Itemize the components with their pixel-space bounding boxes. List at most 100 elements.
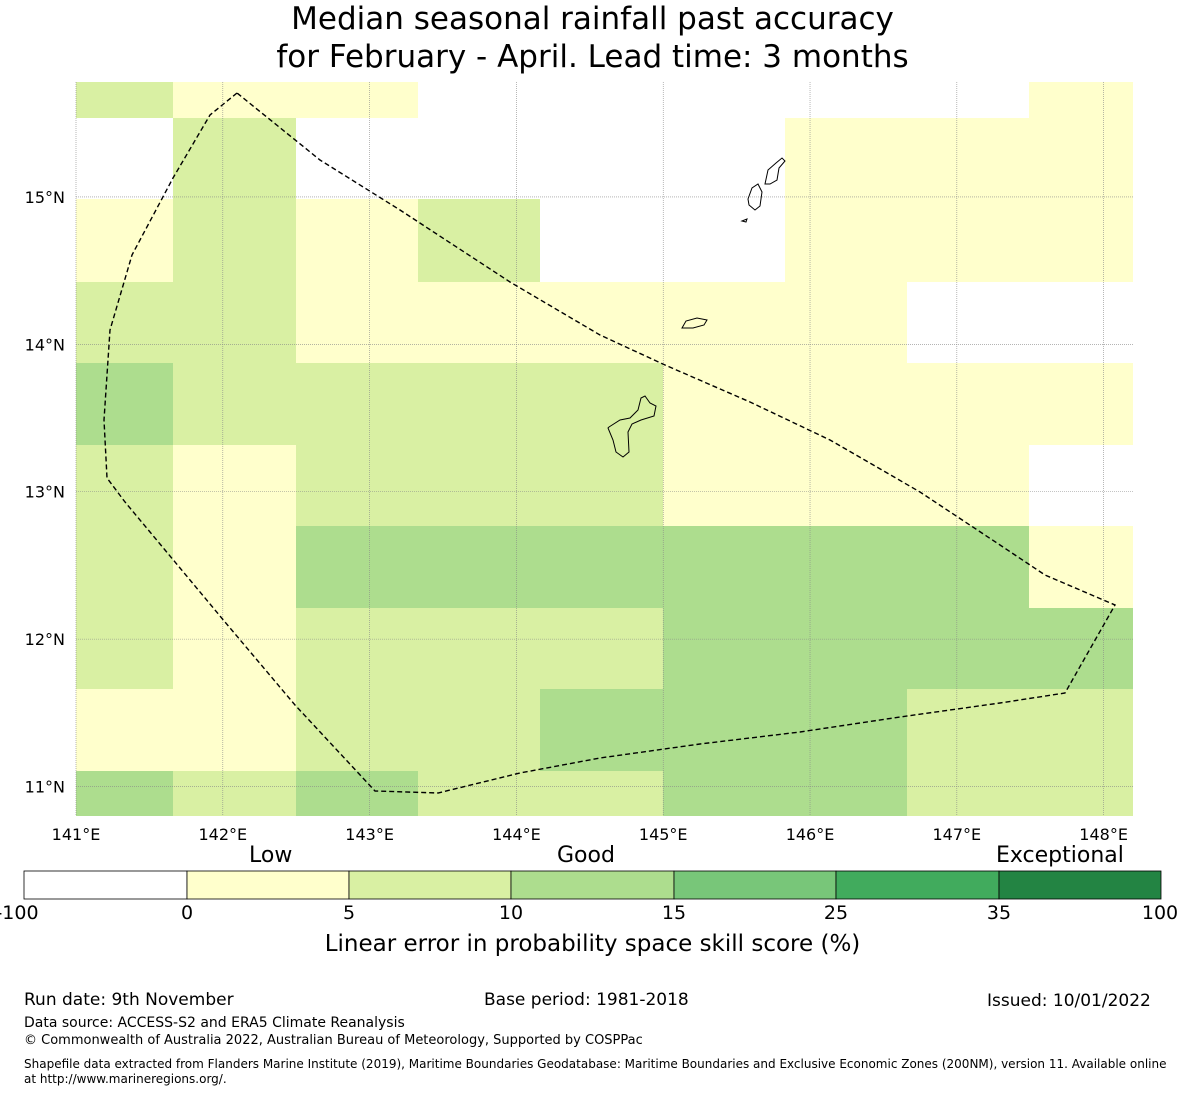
grid-cell (76, 689, 173, 771)
grid-cell (173, 608, 296, 689)
grid-cell (785, 82, 907, 118)
tinian-island-outline (747, 183, 763, 211)
grid-cell (663, 82, 785, 118)
grid-cell (173, 199, 296, 282)
grid-cell (540, 445, 663, 526)
colorbar-segment (998, 870, 1162, 900)
rota-island-outline (681, 317, 708, 329)
grid-cell (663, 282, 785, 363)
grid-cell (540, 82, 663, 118)
data-source: Data source: ACCESS-S2 and ERA5 Climate … (24, 1015, 405, 1031)
grid-cell (785, 118, 907, 199)
grid-cell (907, 526, 1029, 608)
grid-cell (785, 608, 907, 689)
colorbar-label: Linear error in probability space skill … (324, 931, 861, 957)
longitude-tick-label: 141°E (52, 825, 101, 844)
grid-cell (418, 608, 540, 689)
grid-cell (296, 282, 418, 363)
grid-cell (296, 689, 418, 771)
grid-cell (296, 526, 418, 608)
longitude-tick-label: 147°E (933, 825, 982, 844)
grid-cell (540, 282, 663, 363)
grid-cell (296, 199, 418, 282)
grid-cell (907, 771, 1029, 816)
grid-cell (540, 199, 663, 282)
colorbar-tick-label: 10 (498, 902, 524, 924)
grid-cell (785, 771, 907, 816)
grid-cell (540, 689, 663, 771)
longitude-tick-label: 146°E (786, 825, 835, 844)
latitude-tick-label: 15°N (25, 188, 65, 207)
colorbar (23, 870, 1162, 900)
grid-cell (907, 689, 1029, 771)
shapefile-credit-line-1: Shapefile data extracted from Flanders M… (24, 1057, 1167, 1071)
grid-cell (540, 771, 663, 816)
grid-cell (418, 82, 540, 118)
grid-cell (1029, 445, 1133, 526)
colorbar-tick-label: 100 (1141, 902, 1179, 924)
grid-cell (663, 526, 785, 608)
grid-cell (1029, 689, 1133, 771)
grid-cell (418, 445, 540, 526)
colorbar-tick-label: 5 (342, 902, 356, 924)
copyright: © Commonwealth of Australia 2022, Austra… (24, 1033, 643, 1048)
skill-grid (76, 82, 1133, 816)
longitude-tick-label: 142°E (198, 825, 247, 844)
longitude-tick-label: 144°E (492, 825, 541, 844)
grid-cell (76, 363, 173, 445)
grid-cell (296, 363, 418, 445)
grid-cell (418, 689, 540, 771)
grid-cell (907, 282, 1029, 363)
grid-cell (76, 282, 173, 363)
grid-cell (173, 82, 296, 118)
issued-date: Issued: 10/01/2022 (987, 991, 1151, 1011)
grid-cell (907, 82, 1029, 118)
grid-cell (785, 282, 907, 363)
colorbar-segment (673, 870, 837, 900)
grid-cell (663, 118, 785, 199)
grid-cell (663, 689, 785, 771)
grid-cell (540, 363, 663, 445)
grid-cell (785, 199, 907, 282)
grid-cell (173, 771, 296, 816)
colorbar-tick-label: 15 (661, 902, 687, 924)
grid-cell (540, 118, 663, 199)
longitude-tick-label: 145°E (639, 825, 688, 844)
latitude-tick-label: 11°N (25, 778, 65, 797)
grid-cell (785, 445, 907, 526)
grid-cell (418, 526, 540, 608)
grid-cell (1029, 199, 1133, 282)
grid-cell (1029, 82, 1133, 118)
grid-cell (296, 82, 418, 118)
run-date: Run date: 9th November (24, 990, 234, 1010)
longitude-tick-label: 143°E (345, 825, 394, 844)
grid-cell (418, 363, 540, 445)
longitude-tick-label: 148°E (1079, 825, 1128, 844)
guam-island-outline (607, 395, 657, 458)
map-gridlines (75, 82, 1133, 816)
latitude-tick-label: 13°N (25, 483, 65, 502)
colorbar-tick-label: 35 (986, 902, 1012, 924)
longitude-tick-labels: 141°E 142°E 143°E 144°E 145°E 146°E 147°E 148°E (52, 825, 1128, 844)
colorbar-category-exceptional: Exceptional (996, 843, 1124, 868)
grid-cell (663, 771, 785, 816)
grid-cell (76, 526, 173, 608)
grid-cell (785, 689, 907, 771)
grid-cell (173, 118, 296, 199)
colorbar-segment (510, 870, 675, 900)
grid-cell (418, 199, 540, 282)
grid-cell (663, 608, 785, 689)
saipan-island-outline (764, 157, 786, 185)
colorbar-tick-label: 0 (180, 902, 194, 924)
grid-cell (663, 199, 785, 282)
title-line-1: Median seasonal rainfall past accuracy (291, 1, 894, 37)
grid-cell (418, 118, 540, 199)
grid-cell (1029, 771, 1133, 816)
grid-cell (296, 608, 418, 689)
grid-cell (907, 445, 1029, 526)
grid-cell (76, 445, 173, 526)
grid-cell (663, 445, 785, 526)
grid-cell (1029, 282, 1133, 363)
grid-cell (76, 118, 173, 199)
latitude-tick-label: 14°N (25, 335, 65, 354)
